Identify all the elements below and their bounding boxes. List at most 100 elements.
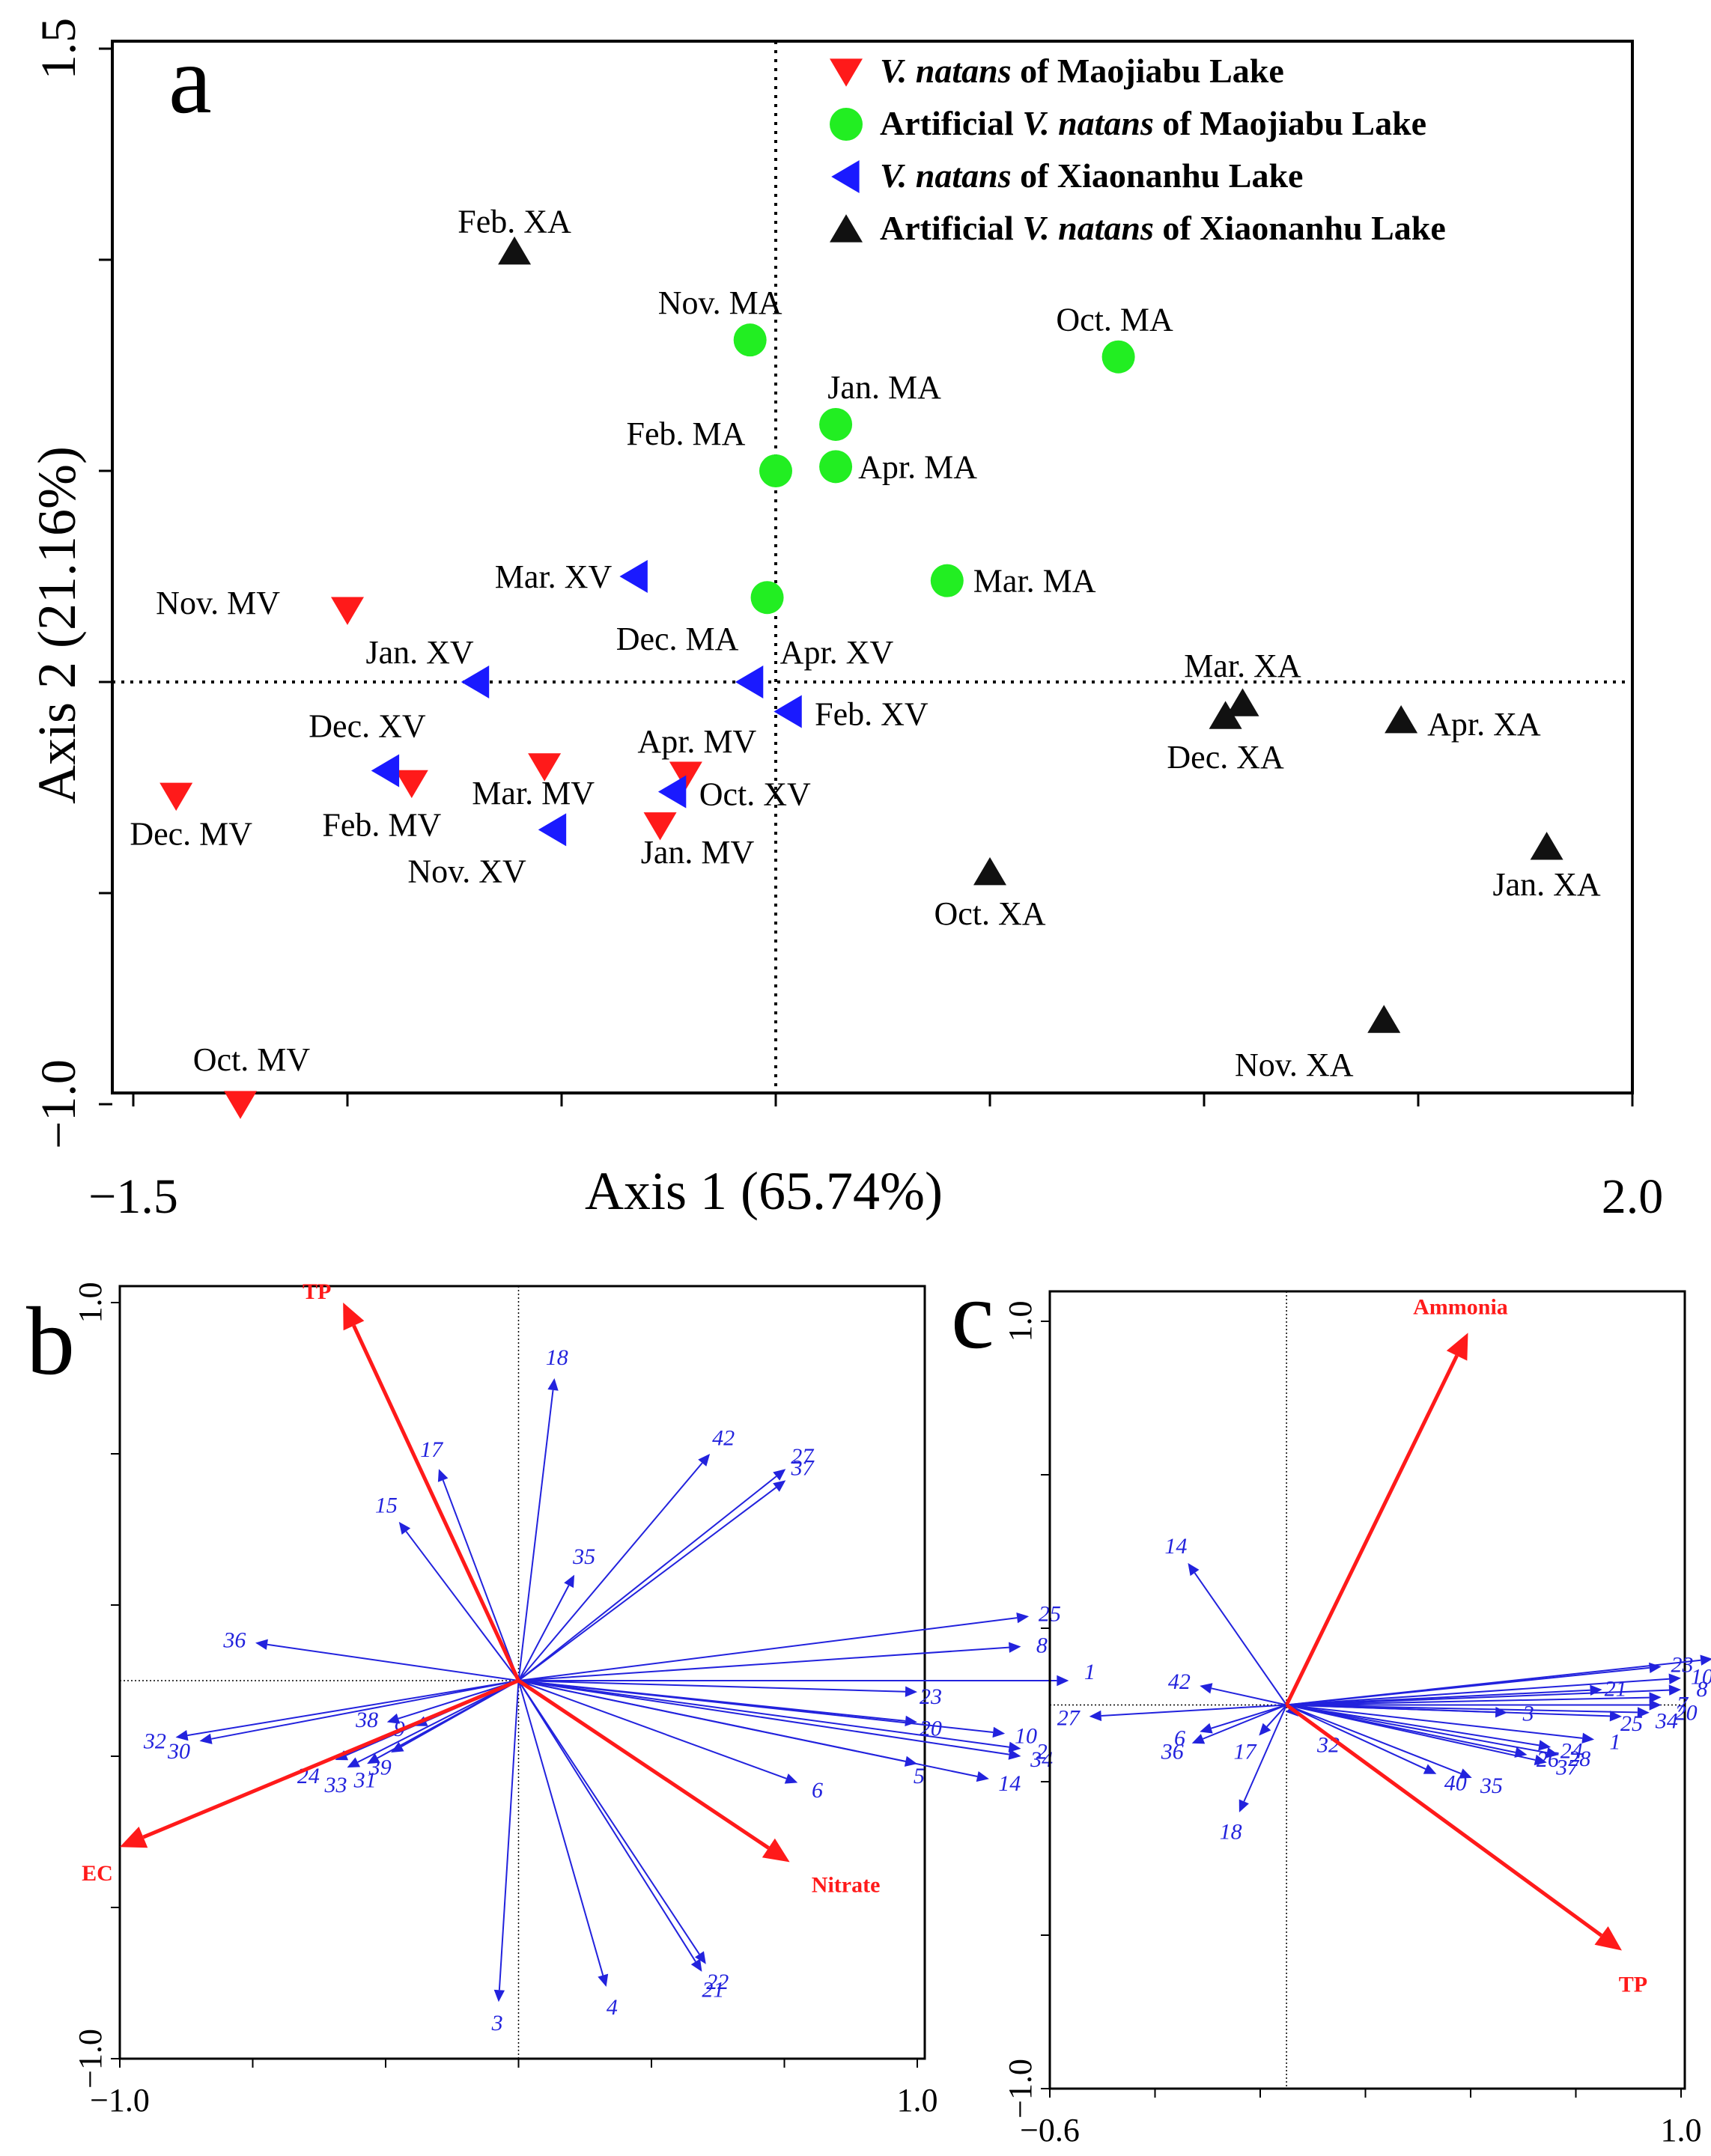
arrow-shaft xyxy=(1211,1687,1287,1706)
species-label: 15 xyxy=(375,1493,398,1518)
point-label: Feb. XV xyxy=(815,695,929,732)
point-label: Nov. MV xyxy=(156,585,280,621)
arrow-shaft xyxy=(1286,1704,1583,1739)
arrow-head xyxy=(1538,1740,1552,1751)
arrow-shaft xyxy=(1286,1704,1462,1774)
species-arrow xyxy=(391,1680,519,1752)
legend-marker xyxy=(830,108,863,141)
species-label: 1 xyxy=(1084,1660,1095,1684)
species-label: 34 xyxy=(1655,1708,1678,1733)
species-label: 6 xyxy=(812,1778,823,1803)
arrow-shaft xyxy=(1285,1703,1603,1937)
arrow-head xyxy=(1649,1662,1662,1674)
species-arrow xyxy=(1286,1673,1681,1706)
arrow-head xyxy=(564,1574,575,1589)
arrow-head xyxy=(1609,1711,1622,1722)
arrow-head xyxy=(391,1741,404,1752)
species-arrow xyxy=(1188,1562,1287,1706)
arrow-shaft xyxy=(187,1680,519,1737)
arrow-head xyxy=(1239,1799,1249,1812)
data-point xyxy=(735,666,764,698)
arrow-shaft xyxy=(1286,1704,1536,1761)
point-label: Oct. XA xyxy=(934,895,1045,932)
species-arrow xyxy=(517,1454,711,1681)
legend-marker xyxy=(831,160,860,193)
species-arrow xyxy=(518,1642,1021,1681)
species-arrow xyxy=(1286,1704,1472,1779)
species-label: 14 xyxy=(998,1771,1021,1796)
arrow-head xyxy=(1009,1642,1021,1653)
species-arrow xyxy=(1286,1692,1662,1706)
species-arrow xyxy=(1191,1704,1287,1744)
point-label: Nov. MA xyxy=(658,284,782,321)
legend-marker xyxy=(830,214,863,243)
species-arrow xyxy=(1286,1704,1559,1758)
arrow-shaft xyxy=(517,1585,570,1681)
data-point xyxy=(538,813,567,847)
data-point xyxy=(159,782,193,811)
species-arrow xyxy=(1286,1704,1650,1718)
species-label: 8 xyxy=(1036,1633,1048,1658)
legend-entry: Artificial V. natans of Xiaonanhu Lake xyxy=(880,209,1446,247)
species-arrow xyxy=(1200,1704,1287,1734)
env-label: TP xyxy=(1619,1973,1647,1997)
species-arrow xyxy=(518,1613,1030,1681)
arrow-shaft xyxy=(352,1324,520,1682)
data-point xyxy=(759,454,792,487)
env-arrow xyxy=(120,1678,520,1848)
arrow-head xyxy=(1581,1732,1595,1744)
arrow-head xyxy=(547,1378,559,1391)
legend-entry-part: Artificial xyxy=(880,104,1022,142)
env-arrow xyxy=(1284,1333,1468,1706)
env-arrow xyxy=(343,1303,520,1682)
arrow-head xyxy=(199,1733,213,1744)
species-label: 38 xyxy=(355,1708,378,1732)
arrow-head xyxy=(1590,1684,1602,1696)
panel-letter-b: b xyxy=(26,1288,75,1395)
point-label: Mar. MA xyxy=(973,563,1096,600)
species-label: 5 xyxy=(914,1764,925,1788)
data-point xyxy=(930,564,964,597)
data-point xyxy=(819,407,853,441)
ticks xyxy=(1041,1321,1682,2098)
series-2: Nov. MA Oct. MA Jan. MA Feb. MA Apr. MA Mar. … xyxy=(616,284,1173,657)
point-label: Dec. MA xyxy=(616,621,739,657)
arrow-head xyxy=(343,1303,365,1331)
species-label: 32 xyxy=(143,1729,166,1753)
arrow-head xyxy=(1008,1741,1021,1752)
point-label: Oct. XV xyxy=(699,776,811,813)
arrow-shaft xyxy=(518,1680,978,1778)
species-label: 14 xyxy=(1164,1534,1187,1559)
series-1: Nov. MV Dec. MV Feb. MV Mar. MV Apr. MV Jan. … xyxy=(130,585,757,1119)
species-arrow xyxy=(347,1680,519,1768)
x-tick-label: 1.0 xyxy=(897,2082,938,2119)
panel-c-frame xyxy=(1048,1290,1686,2090)
x-tick-label: −1.0 xyxy=(90,2082,150,2119)
species-arrow xyxy=(518,1680,798,1784)
point-label: Jan. MV xyxy=(641,834,755,871)
y-tick-label: 1.0 xyxy=(1002,1301,1039,1342)
arrow-shaft xyxy=(1211,1704,1287,1729)
x-tick-label: 1.0 xyxy=(1661,2112,1702,2149)
species-arrow xyxy=(1286,1684,1602,1706)
data-point xyxy=(819,450,853,484)
panel-c: −0.61.01.0−1.0c1442276361718321523108217… xyxy=(951,1261,1711,2149)
species-arrow xyxy=(518,1680,989,1782)
arrow-shaft xyxy=(1286,1696,1650,1706)
arrow-shaft xyxy=(498,1680,520,1991)
species-arrow xyxy=(518,1680,1021,1752)
species-arrow xyxy=(518,1680,1021,1760)
species-label: 24 xyxy=(1560,1738,1583,1763)
species-arrow xyxy=(517,1480,786,1681)
arrow-head xyxy=(1446,1333,1468,1361)
species-arrow xyxy=(175,1680,519,1741)
arrow-head xyxy=(762,1838,790,1863)
point-label: Jan. XA xyxy=(1492,866,1600,903)
species-label: 10 xyxy=(1015,1724,1037,1749)
species-arrow xyxy=(518,1680,917,1697)
panel-a: −1.5 2.0 Axis 1 (65.74%) 1.5 −1.0 Axis 2 (21.… xyxy=(27,18,1663,1224)
arrow-shaft xyxy=(518,1617,1018,1681)
point-label: Apr. XV xyxy=(780,634,894,671)
